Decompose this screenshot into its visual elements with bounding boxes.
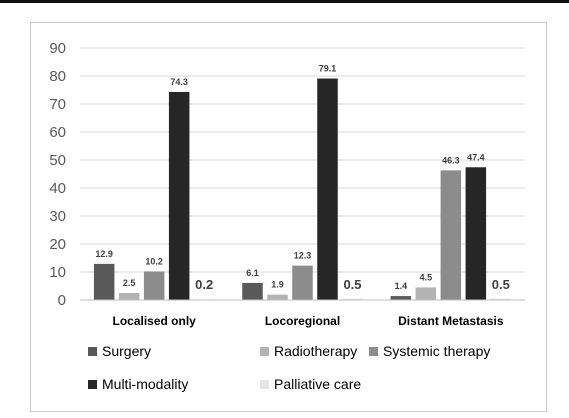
bar-localised-only-surgery — [93, 263, 115, 300]
data-label: 46.3 — [442, 155, 460, 165]
legend: Surgery Radiotherapy Systemic therapy Multi… — [88, 343, 490, 392]
legend-label: Systemic therapy — [383, 343, 490, 359]
bar-distant-metastasis-surgery — [390, 296, 412, 300]
data-label: 1.9 — [271, 280, 284, 290]
legend-swatch-palliative-care — [260, 380, 269, 389]
data-label: 12.3 — [294, 251, 312, 261]
bar-localised-only-systemic-therapy — [143, 271, 165, 300]
data-label: 0.2 — [195, 277, 213, 292]
y-tick-label-30: 30 — [49, 208, 66, 225]
legend-swatch-multi-modality — [88, 380, 97, 389]
data-label: 47.4 — [467, 152, 485, 162]
bar-distant-metastasis-palliative-care — [490, 298, 512, 300]
y-tick-label-10: 10 — [49, 264, 66, 281]
data-label: 74.3 — [170, 77, 188, 87]
x-category-label: Distant Metastasis — [398, 314, 504, 328]
data-label: 10.2 — [145, 256, 163, 266]
data-label: 0.5 — [492, 277, 510, 292]
legend-swatch-systemic-therapy — [369, 347, 378, 356]
legend-swatch-surgery — [88, 347, 97, 356]
bar-distant-metastasis-multi-modality — [465, 167, 487, 300]
data-label: 0.5 — [343, 277, 361, 292]
bars — [93, 78, 512, 301]
top-rule — [0, 0, 569, 3]
y-tick-label-50: 50 — [49, 152, 66, 169]
y-tick-label-0: 0 — [58, 292, 66, 309]
legend-label: Multi-modality — [102, 376, 188, 392]
bar-distant-metastasis-radiotherapy — [415, 287, 437, 300]
y-tick-label-90: 90 — [49, 40, 66, 57]
y-tick-label-40: 40 — [49, 180, 66, 197]
bar-localised-only-multi-modality — [168, 91, 190, 301]
bar-distant-metastasis-systemic-therapy — [440, 170, 462, 300]
y-tick-label-70: 70 — [49, 96, 66, 113]
legend-label: Palliative care — [274, 376, 361, 392]
bar-locoregional-multi-modality — [317, 78, 338, 301]
data-label: 79.1 — [319, 64, 337, 74]
data-label: 12.9 — [95, 249, 113, 259]
legend-label: Surgery — [102, 343, 151, 359]
data-label: 1.4 — [395, 281, 408, 291]
data-labels: 12.9 2.5 10.2 74.3 0.2 6.1 1.9 12.3 79.1 0.5 1.4 4.… — [95, 64, 509, 292]
x-category-label: Localised only — [112, 314, 196, 328]
y-tick-label-60: 60 — [49, 124, 66, 141]
x-category-label: Locoregional — [265, 314, 340, 328]
legend-label: Radiotherapy — [274, 343, 357, 359]
bar-locoregional-palliative-care — [342, 298, 363, 300]
bar-locoregional-radiotherapy — [267, 294, 288, 300]
bar-locoregional-systemic-therapy — [292, 265, 313, 300]
legend-swatch-radiotherapy — [260, 347, 269, 356]
data-label: 2.5 — [123, 278, 136, 288]
bar-localised-only-radiotherapy — [118, 293, 140, 300]
data-label: 4.5 — [420, 272, 433, 282]
data-label: 6.1 — [246, 268, 259, 278]
y-tick-label-80: 80 — [49, 68, 66, 85]
bar-locoregional-surgery — [242, 282, 263, 300]
axis: 0 10 20 30 40 50 60 70 80 90 Localised only Locoreg… — [49, 40, 525, 328]
y-tick-label-20: 20 — [49, 236, 66, 253]
